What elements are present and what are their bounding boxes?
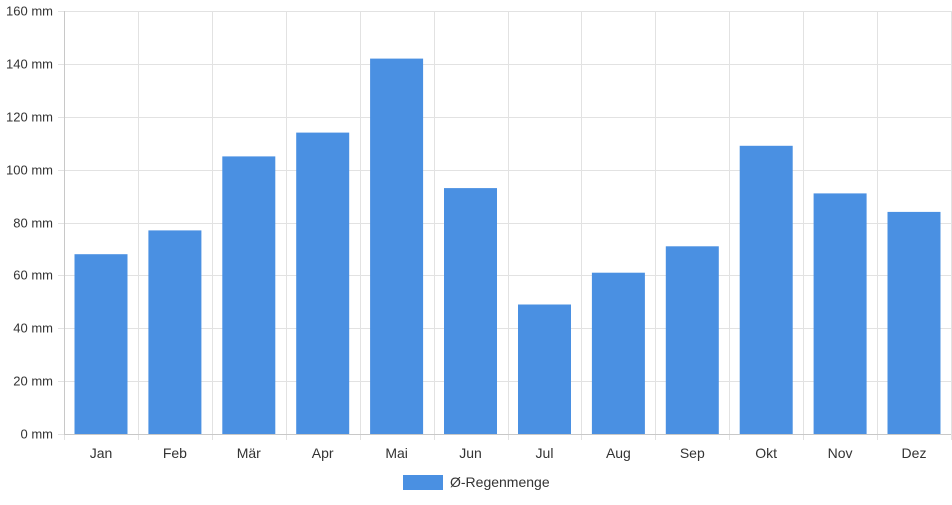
y-tick-label: 60 mm xyxy=(13,268,53,283)
legend-swatch xyxy=(403,475,443,490)
y-tick-label: 120 mm xyxy=(6,110,53,125)
x-tick-label: Okt xyxy=(755,445,777,461)
x-tick-label: Aug xyxy=(606,445,631,461)
x-tick-label: Nov xyxy=(828,445,853,461)
bar-dez xyxy=(887,211,941,434)
y-tick-label: 0 mm xyxy=(21,427,54,442)
bar-feb xyxy=(148,230,202,434)
y-tick-label: 40 mm xyxy=(13,321,53,336)
bars xyxy=(74,58,941,435)
x-tick-label: Feb xyxy=(163,445,187,461)
y-tick-label: 100 mm xyxy=(6,163,53,178)
bar-jan xyxy=(74,254,128,434)
bar-mär xyxy=(222,156,276,434)
y-tick-label: 160 mm xyxy=(6,4,53,19)
x-tick-label: Sep xyxy=(680,445,705,461)
x-tick-label: Jun xyxy=(459,445,482,461)
bar-jun xyxy=(444,188,497,434)
y-tick-label: 80 mm xyxy=(13,216,53,231)
x-tick-label: Mär xyxy=(237,445,261,461)
bar-nov xyxy=(813,193,867,434)
bar-mai xyxy=(370,58,424,434)
y-tick-label: 20 mm xyxy=(13,374,53,389)
bar-jul xyxy=(518,304,571,434)
x-tick-label: Jan xyxy=(90,445,113,461)
bar-sep xyxy=(665,246,719,434)
bar-okt xyxy=(739,145,793,435)
legend: Ø-Regenmenge xyxy=(403,474,550,490)
x-tick-label: Apr xyxy=(312,445,334,461)
y-tick-label: 140 mm xyxy=(6,57,53,72)
bar-apr xyxy=(296,132,350,434)
x-tick-label: Jul xyxy=(536,445,554,461)
x-tick-label: Mai xyxy=(385,445,408,461)
legend-label: Ø-Regenmenge xyxy=(450,474,550,490)
bar-aug xyxy=(591,272,645,434)
x-tick-label: Dez xyxy=(902,445,927,461)
